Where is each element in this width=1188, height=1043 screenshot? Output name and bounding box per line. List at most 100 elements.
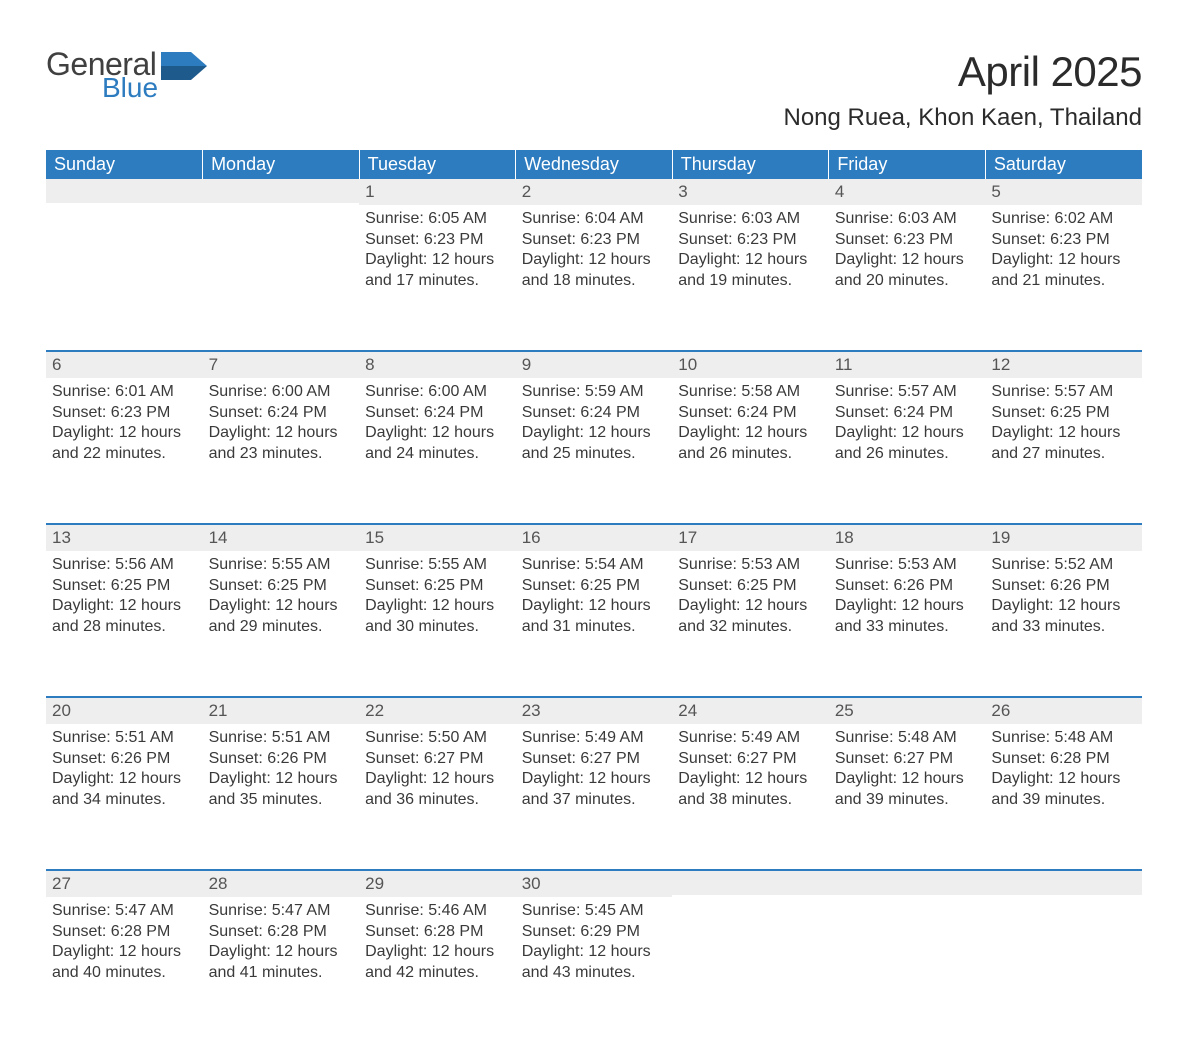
day-body	[672, 897, 829, 913]
daylight-line2: and 34 minutes.	[52, 790, 197, 810]
sunrise-text: Sunrise: 5:45 AM	[522, 901, 667, 921]
day-cell: Sunrise: 5:51 AMSunset: 6:26 PMDaylight:…	[46, 724, 203, 870]
sunset-text: Sunset: 6:23 PM	[522, 230, 667, 250]
day-cell: Sunrise: 6:03 AMSunset: 6:23 PMDaylight:…	[672, 205, 829, 351]
day-number-cell: 11	[829, 351, 986, 378]
daylight-line2: and 43 minutes.	[522, 963, 667, 983]
sunset-text: Sunset: 6:23 PM	[835, 230, 980, 250]
day-body: Sunrise: 5:49 AMSunset: 6:27 PMDaylight:…	[516, 724, 673, 822]
day-number-cell: 23	[516, 697, 673, 724]
day-number-cell: 18	[829, 524, 986, 551]
day-cell: Sunrise: 5:48 AMSunset: 6:28 PMDaylight:…	[985, 724, 1142, 870]
sunset-text: Sunset: 6:25 PM	[365, 576, 510, 596]
day-body	[985, 897, 1142, 913]
day-number: 9	[516, 352, 673, 378]
weekday-header: Friday	[829, 150, 986, 179]
daylight-line1: Daylight: 12 hours	[52, 596, 197, 616]
day-body: Sunrise: 5:45 AMSunset: 6:29 PMDaylight:…	[516, 897, 673, 995]
sunrise-text: Sunrise: 6:01 AM	[52, 382, 197, 402]
daylight-line2: and 37 minutes.	[522, 790, 667, 810]
sunrise-text: Sunrise: 6:03 AM	[678, 209, 823, 229]
day-body: Sunrise: 5:47 AMSunset: 6:28 PMDaylight:…	[46, 897, 203, 995]
logo-word-blue: Blue	[102, 74, 158, 102]
day-number: 25	[829, 698, 986, 724]
day-number: 23	[516, 698, 673, 724]
day-cell: Sunrise: 5:45 AMSunset: 6:29 PMDaylight:…	[516, 897, 673, 1043]
sunset-text: Sunset: 6:26 PM	[209, 749, 354, 769]
day-body: Sunrise: 6:02 AMSunset: 6:23 PMDaylight:…	[985, 205, 1142, 303]
sunrise-text: Sunrise: 5:58 AM	[678, 382, 823, 402]
day-number-cell: 9	[516, 351, 673, 378]
sunrise-text: Sunrise: 6:00 AM	[365, 382, 510, 402]
day-cell: Sunrise: 5:55 AMSunset: 6:25 PMDaylight:…	[359, 551, 516, 697]
day-body: Sunrise: 5:51 AMSunset: 6:26 PMDaylight:…	[46, 724, 203, 822]
day-number-cell	[672, 870, 829, 897]
daylight-line2: and 25 minutes.	[522, 444, 667, 464]
day-number-cell: 25	[829, 697, 986, 724]
sunrise-text: Sunrise: 6:03 AM	[835, 209, 980, 229]
sunrise-text: Sunrise: 5:53 AM	[678, 555, 823, 575]
daylight-line1: Daylight: 12 hours	[365, 942, 510, 962]
sunset-text: Sunset: 6:26 PM	[52, 749, 197, 769]
daylight-line2: and 29 minutes.	[209, 617, 354, 637]
day-number: 14	[203, 525, 360, 551]
sunrise-text: Sunrise: 5:51 AM	[52, 728, 197, 748]
day-cell: Sunrise: 5:46 AMSunset: 6:28 PMDaylight:…	[359, 897, 516, 1043]
daylight-line1: Daylight: 12 hours	[365, 250, 510, 270]
day-body: Sunrise: 5:59 AMSunset: 6:24 PMDaylight:…	[516, 378, 673, 476]
daylight-line1: Daylight: 12 hours	[835, 423, 980, 443]
week-daynum-row: 13141516171819	[46, 524, 1142, 551]
day-number-cell: 26	[985, 697, 1142, 724]
day-number: 10	[672, 352, 829, 378]
week-body-row: Sunrise: 6:01 AMSunset: 6:23 PMDaylight:…	[46, 378, 1142, 524]
day-cell: Sunrise: 5:53 AMSunset: 6:25 PMDaylight:…	[672, 551, 829, 697]
day-cell: Sunrise: 6:00 AMSunset: 6:24 PMDaylight:…	[359, 378, 516, 524]
week-daynum-row: 6789101112	[46, 351, 1142, 378]
daylight-line1: Daylight: 12 hours	[991, 250, 1136, 270]
daylight-line1: Daylight: 12 hours	[209, 596, 354, 616]
day-number: 2	[516, 179, 673, 205]
sunrise-text: Sunrise: 6:02 AM	[991, 209, 1136, 229]
sunset-text: Sunset: 6:24 PM	[678, 403, 823, 423]
day-number-cell: 17	[672, 524, 829, 551]
day-number-cell: 10	[672, 351, 829, 378]
sunset-text: Sunset: 6:24 PM	[835, 403, 980, 423]
day-number	[985, 871, 1142, 895]
daylight-line1: Daylight: 12 hours	[835, 250, 980, 270]
sunrise-text: Sunrise: 5:53 AM	[835, 555, 980, 575]
day-number: 27	[46, 871, 203, 897]
day-body	[46, 205, 203, 221]
day-number	[672, 871, 829, 895]
daylight-line2: and 22 minutes.	[52, 444, 197, 464]
daylight-line2: and 28 minutes.	[52, 617, 197, 637]
daylight-line1: Daylight: 12 hours	[209, 769, 354, 789]
day-cell: Sunrise: 6:03 AMSunset: 6:23 PMDaylight:…	[829, 205, 986, 351]
day-body: Sunrise: 6:04 AMSunset: 6:23 PMDaylight:…	[516, 205, 673, 303]
sunrise-text: Sunrise: 5:59 AM	[522, 382, 667, 402]
day-cell: Sunrise: 6:05 AMSunset: 6:23 PMDaylight:…	[359, 205, 516, 351]
sunset-text: Sunset: 6:29 PM	[522, 922, 667, 942]
daylight-line2: and 35 minutes.	[209, 790, 354, 810]
daylight-line1: Daylight: 12 hours	[835, 769, 980, 789]
day-number-cell: 15	[359, 524, 516, 551]
daylight-line2: and 41 minutes.	[209, 963, 354, 983]
sunrise-text: Sunrise: 5:51 AM	[209, 728, 354, 748]
day-number-cell: 13	[46, 524, 203, 551]
day-body: Sunrise: 5:53 AMSunset: 6:25 PMDaylight:…	[672, 551, 829, 649]
title-block: April 2025 Nong Ruea, Khon Kaen, Thailan…	[784, 48, 1143, 132]
sunset-text: Sunset: 6:26 PM	[991, 576, 1136, 596]
daylight-line2: and 39 minutes.	[991, 790, 1136, 810]
day-number: 8	[359, 352, 516, 378]
header: General Blue April 2025 Nong Ruea, Khon …	[46, 48, 1142, 132]
day-cell: Sunrise: 5:47 AMSunset: 6:28 PMDaylight:…	[203, 897, 360, 1043]
day-body: Sunrise: 6:05 AMSunset: 6:23 PMDaylight:…	[359, 205, 516, 303]
day-body	[203, 205, 360, 221]
daylight-line1: Daylight: 12 hours	[522, 596, 667, 616]
logo-text: General Blue	[46, 48, 158, 102]
day-number-cell: 1	[359, 179, 516, 205]
week-body-row: Sunrise: 6:05 AMSunset: 6:23 PMDaylight:…	[46, 205, 1142, 351]
day-cell: Sunrise: 5:56 AMSunset: 6:25 PMDaylight:…	[46, 551, 203, 697]
day-cell: Sunrise: 6:00 AMSunset: 6:24 PMDaylight:…	[203, 378, 360, 524]
day-cell	[203, 205, 360, 351]
day-number-cell: 14	[203, 524, 360, 551]
